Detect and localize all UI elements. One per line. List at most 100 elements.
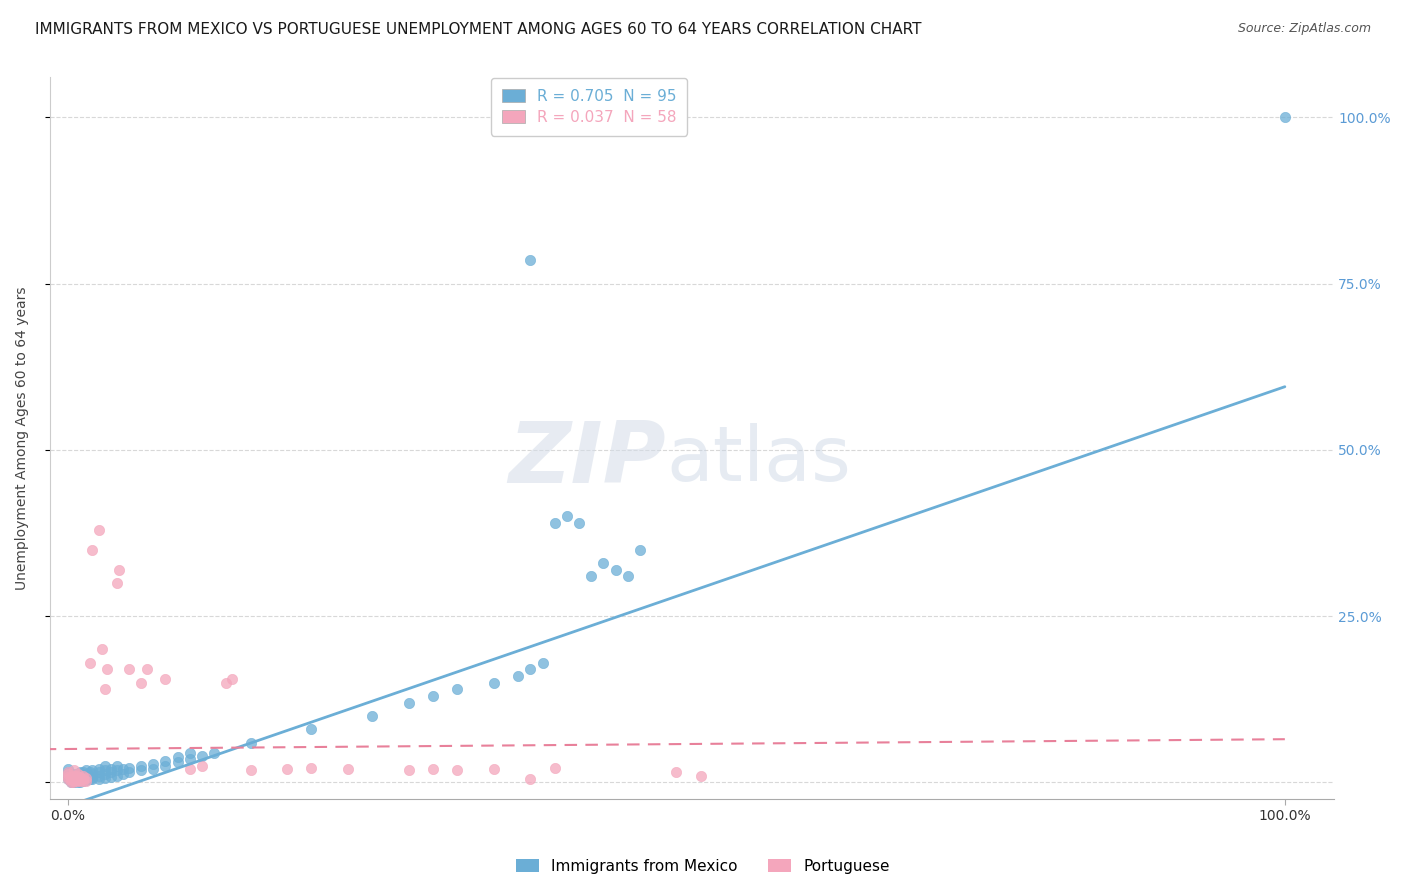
Y-axis label: Unemployment Among Ages 60 to 64 years: Unemployment Among Ages 60 to 64 years bbox=[15, 286, 30, 590]
Point bbox=[59, 769, 82, 783]
Point bbox=[56, 772, 79, 786]
Point bbox=[422, 689, 444, 703]
Point bbox=[66, 773, 89, 788]
Point bbox=[93, 764, 115, 778]
Point bbox=[202, 746, 225, 760]
Point bbox=[142, 756, 165, 771]
Point bbox=[59, 775, 82, 789]
Point bbox=[65, 774, 87, 789]
Point bbox=[62, 772, 84, 786]
Point bbox=[239, 735, 262, 749]
Point bbox=[56, 769, 79, 783]
Point bbox=[63, 775, 86, 789]
Point bbox=[221, 673, 243, 687]
Point bbox=[62, 770, 84, 784]
Point bbox=[87, 772, 110, 786]
Point bbox=[605, 563, 627, 577]
Point bbox=[62, 775, 84, 789]
Point bbox=[79, 769, 101, 783]
Point bbox=[65, 769, 87, 783]
Point bbox=[111, 762, 134, 776]
Point bbox=[62, 770, 84, 784]
Point bbox=[66, 770, 89, 784]
Point bbox=[75, 764, 97, 778]
Text: Source: ZipAtlas.com: Source: ZipAtlas.com bbox=[1237, 22, 1371, 36]
Point bbox=[79, 772, 101, 786]
Point bbox=[155, 673, 177, 687]
Point bbox=[63, 767, 86, 781]
Point bbox=[65, 774, 87, 789]
Point bbox=[519, 253, 541, 268]
Point bbox=[56, 765, 79, 780]
Point bbox=[79, 765, 101, 780]
Point bbox=[568, 516, 591, 530]
Point bbox=[100, 770, 122, 784]
Point bbox=[361, 709, 384, 723]
Point bbox=[446, 764, 468, 778]
Point bbox=[72, 769, 94, 783]
Point bbox=[105, 764, 128, 778]
Point bbox=[93, 759, 115, 773]
Point bbox=[482, 675, 505, 690]
Point bbox=[59, 770, 82, 784]
Point bbox=[301, 723, 323, 737]
Point bbox=[166, 750, 188, 764]
Point bbox=[118, 761, 141, 775]
Point bbox=[531, 656, 554, 670]
Point bbox=[155, 754, 177, 768]
Point bbox=[63, 774, 86, 789]
Point bbox=[87, 762, 110, 776]
Point bbox=[155, 759, 177, 773]
Point bbox=[72, 769, 94, 783]
Point bbox=[179, 762, 201, 776]
Point bbox=[69, 765, 91, 780]
Point bbox=[215, 675, 238, 690]
Point bbox=[75, 771, 97, 785]
Point bbox=[142, 762, 165, 776]
Point bbox=[82, 764, 104, 778]
Point bbox=[87, 765, 110, 780]
Point bbox=[66, 771, 89, 785]
Point bbox=[72, 774, 94, 789]
Text: IMMIGRANTS FROM MEXICO VS PORTUGUESE UNEMPLOYMENT AMONG AGES 60 TO 64 YEARS CORR: IMMIGRANTS FROM MEXICO VS PORTUGUESE UNE… bbox=[35, 22, 922, 37]
Point bbox=[56, 767, 79, 781]
Point bbox=[66, 767, 89, 781]
Point bbox=[82, 767, 104, 781]
Point bbox=[665, 765, 688, 780]
Point bbox=[69, 775, 91, 789]
Point bbox=[82, 770, 104, 784]
Point bbox=[87, 523, 110, 537]
Point bbox=[65, 769, 87, 783]
Point bbox=[75, 772, 97, 786]
Point bbox=[63, 773, 86, 788]
Point bbox=[63, 771, 86, 785]
Point bbox=[301, 761, 323, 775]
Point bbox=[56, 765, 79, 780]
Point bbox=[191, 759, 214, 773]
Point bbox=[100, 762, 122, 776]
Point bbox=[93, 767, 115, 781]
Point bbox=[79, 656, 101, 670]
Point bbox=[111, 767, 134, 781]
Point bbox=[446, 682, 468, 697]
Text: ZIP: ZIP bbox=[509, 418, 666, 501]
Point bbox=[87, 769, 110, 783]
Point bbox=[66, 775, 89, 789]
Point bbox=[239, 764, 262, 778]
Point bbox=[118, 765, 141, 780]
Point bbox=[72, 772, 94, 786]
Point bbox=[689, 769, 711, 783]
Point bbox=[72, 765, 94, 780]
Point bbox=[482, 762, 505, 776]
Point bbox=[105, 575, 128, 590]
Point bbox=[69, 772, 91, 786]
Point bbox=[59, 772, 82, 786]
Point bbox=[191, 748, 214, 763]
Point bbox=[179, 752, 201, 766]
Point bbox=[100, 765, 122, 780]
Point bbox=[72, 774, 94, 789]
Point bbox=[555, 509, 578, 524]
Point bbox=[105, 759, 128, 773]
Point bbox=[62, 772, 84, 787]
Point bbox=[628, 542, 651, 557]
